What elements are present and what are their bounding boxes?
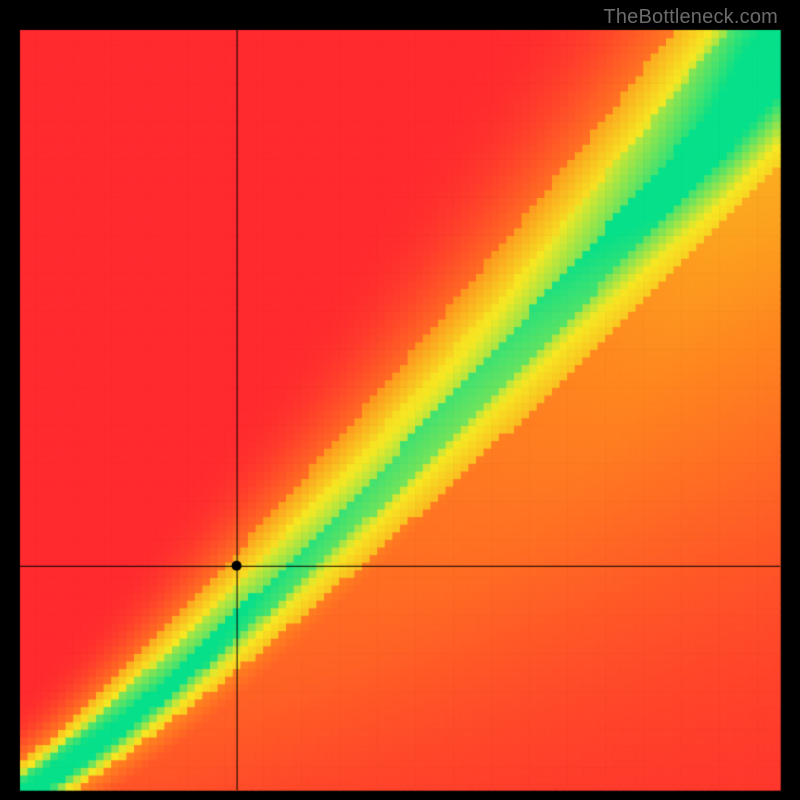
watermark-text: TheBottleneck.com (603, 6, 778, 29)
bottleneck-heatmap (0, 0, 800, 800)
chart-container: TheBottleneck.com (0, 0, 800, 800)
